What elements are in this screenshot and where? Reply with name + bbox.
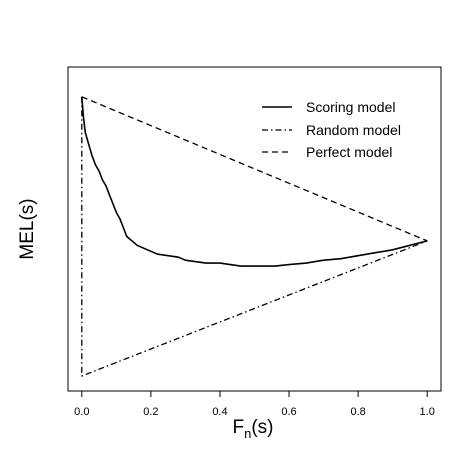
series-line-random-model (81, 96, 428, 377)
x-axis-title: Fn(s) (233, 417, 274, 441)
series-line-perfect-model (81, 96, 428, 242)
x-tick-label: 0.0 (74, 406, 89, 418)
legend: Scoring model Random model Perfect model (262, 99, 401, 160)
x-tick-label: 0.6 (281, 406, 296, 418)
plot-frame (67, 66, 442, 392)
series-line-scoring-model (81, 96, 428, 267)
x-tick-label: 0.8 (350, 406, 365, 418)
y-axis-title: MEL(s) (17, 198, 38, 259)
legend-label-perfect: Perfect model (306, 144, 392, 160)
x-axis: 0.0 0.2 0.4 0.6 0.8 1.0 (74, 391, 435, 418)
x-axis-title-main: F (233, 417, 245, 438)
x-tick-label: 1.0 (420, 406, 435, 418)
x-axis-title-subscript: n (244, 426, 251, 441)
legend-label-random: Random model (306, 122, 401, 138)
x-tick-label: 0.2 (143, 406, 158, 418)
x-tick-label: 0.4 (212, 406, 227, 418)
series-layer (81, 96, 428, 377)
legend-label-scoring: Scoring model (306, 99, 396, 115)
x-axis-title-suffix: (s) (251, 417, 273, 438)
